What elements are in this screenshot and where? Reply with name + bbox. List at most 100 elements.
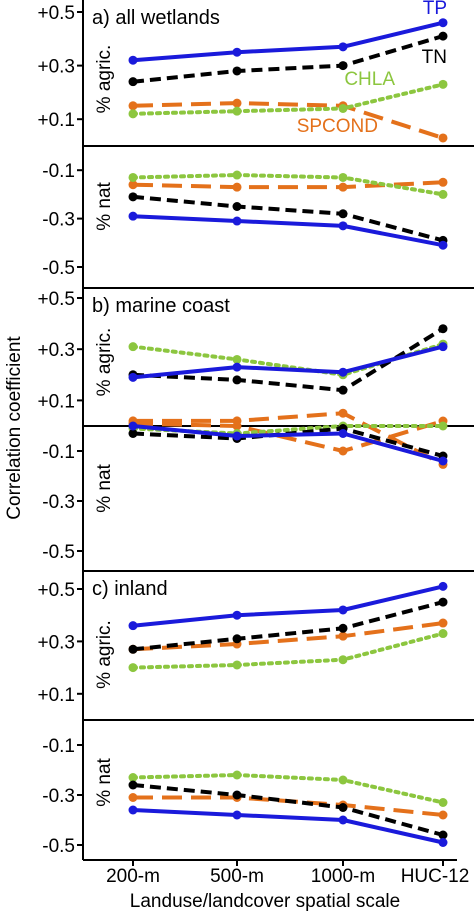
y-tick-label: -0.3 (42, 210, 75, 231)
data-point-tn (438, 31, 448, 41)
series-line-tn (132, 426, 444, 458)
series-line-tn (132, 783, 444, 837)
x-tick-label: 200-m (106, 866, 160, 887)
data-point-spcond (128, 180, 138, 190)
series-line-tp (132, 344, 444, 380)
data-point-spcond (232, 98, 242, 108)
data-point-tp (232, 810, 242, 820)
data-point-tp (438, 838, 448, 847)
data-point-tn (438, 830, 448, 840)
y-tick-label: +0.1 (37, 110, 75, 131)
data-point-tn (128, 429, 138, 438)
y-tick-label: -0.5 (42, 836, 75, 857)
data-point-chla (438, 189, 448, 199)
data-point-chla (232, 660, 242, 670)
data-point-tp (232, 610, 242, 620)
data-point-tp (128, 372, 138, 382)
y-axis-title: Correlation coefficient (4, 336, 25, 520)
data-point-chla (232, 354, 242, 364)
data-point-tp (338, 42, 348, 52)
series-line-tn (132, 34, 444, 84)
group-label-agric: % agric. (94, 45, 115, 114)
data-point-tn (232, 66, 242, 76)
data-point-tn (438, 597, 448, 607)
series-label-tp: TP (423, 0, 447, 19)
data-point-tn (128, 77, 138, 87)
data-point-tp (338, 367, 348, 377)
data-point-chla (438, 79, 448, 89)
data-point-tp (438, 456, 448, 466)
series-line-tn (132, 194, 444, 243)
data-point-chla (128, 109, 138, 119)
series-line-chla (131, 82, 445, 116)
data-point-tp (128, 621, 138, 631)
series-line-spcond (132, 101, 444, 140)
data-point-tp (232, 47, 242, 57)
x-tick-label: HUC-12 (401, 866, 470, 887)
y-tick-label: -0.1 (42, 442, 75, 463)
series-label-tn: TN (422, 47, 447, 68)
data-point-tn (338, 385, 348, 395)
series-line-spcond (132, 180, 444, 190)
y-tick-label: +0.5 (37, 3, 75, 24)
data-point-tp (128, 805, 138, 815)
plot-layer: 200-m 500-m 1000-m HUC-12 +0.1 +0.3 +0.5 % agri… (37, 0, 474, 887)
data-point-tn (232, 202, 242, 211)
series-line-tp (132, 424, 444, 463)
y-tick-label: +0.5 (37, 580, 75, 601)
data-point-chla (128, 663, 138, 673)
data-point-tn (438, 324, 448, 334)
y-tick-label: +0.3 (37, 340, 75, 361)
y-tick-label: +0.1 (37, 685, 75, 706)
x-tick-label: 500-m (210, 866, 264, 887)
data-point-tp (232, 431, 242, 441)
data-point-tp (338, 221, 348, 231)
data-point-spcond (338, 631, 348, 641)
series-line-chla (131, 631, 445, 670)
panel-title: b) marine coast (92, 295, 230, 317)
data-point-chla (128, 172, 138, 182)
data-point-chla (338, 103, 348, 113)
group-label-nat: % nat (94, 463, 115, 512)
data-point-spcond (232, 182, 242, 192)
data-point-tp (128, 421, 138, 431)
series-line-chla (131, 773, 445, 805)
y-tick-label: -0.3 (42, 492, 75, 513)
data-point-chla (128, 773, 138, 782)
data-point-tp (338, 429, 348, 438)
data-point-chla (232, 770, 242, 780)
data-point-spcond (438, 618, 448, 628)
data-point-spcond (438, 133, 448, 143)
y-tick-label: +0.3 (37, 632, 75, 653)
data-point-spcond (128, 793, 138, 802)
group-label-nat: % nat (94, 757, 115, 806)
series-line-tn (132, 600, 444, 652)
data-point-chla (338, 172, 348, 182)
series-line-tp (132, 584, 444, 628)
data-point-tp (232, 216, 242, 226)
data-point-chla (338, 775, 348, 785)
data-point-tp (438, 342, 448, 352)
series-label-chla: CHLA (344, 69, 395, 90)
group-label-agric: % agric. (94, 620, 115, 689)
y-tick-label: -0.1 (42, 736, 75, 757)
y-tick-label: +0.5 (37, 289, 75, 310)
series-line-spcond (133, 411, 444, 467)
data-point-tn (128, 644, 138, 654)
data-point-tp (128, 55, 138, 65)
series-line-tp (132, 20, 444, 63)
data-point-tp (338, 605, 348, 615)
series-line-chla (131, 173, 445, 197)
group-label-agric: % agric. (94, 328, 115, 397)
data-point-chla (232, 170, 242, 180)
y-tick-label: -0.5 (42, 258, 75, 279)
group-label-nat: % nat (94, 181, 115, 230)
data-point-spcond (438, 177, 448, 187)
data-point-tn (232, 375, 242, 385)
data-point-chla (438, 629, 448, 639)
data-point-tn (338, 623, 348, 633)
data-point-chla (128, 342, 138, 352)
y-tick-label: -0.1 (42, 161, 75, 182)
data-point-tn (232, 634, 242, 644)
